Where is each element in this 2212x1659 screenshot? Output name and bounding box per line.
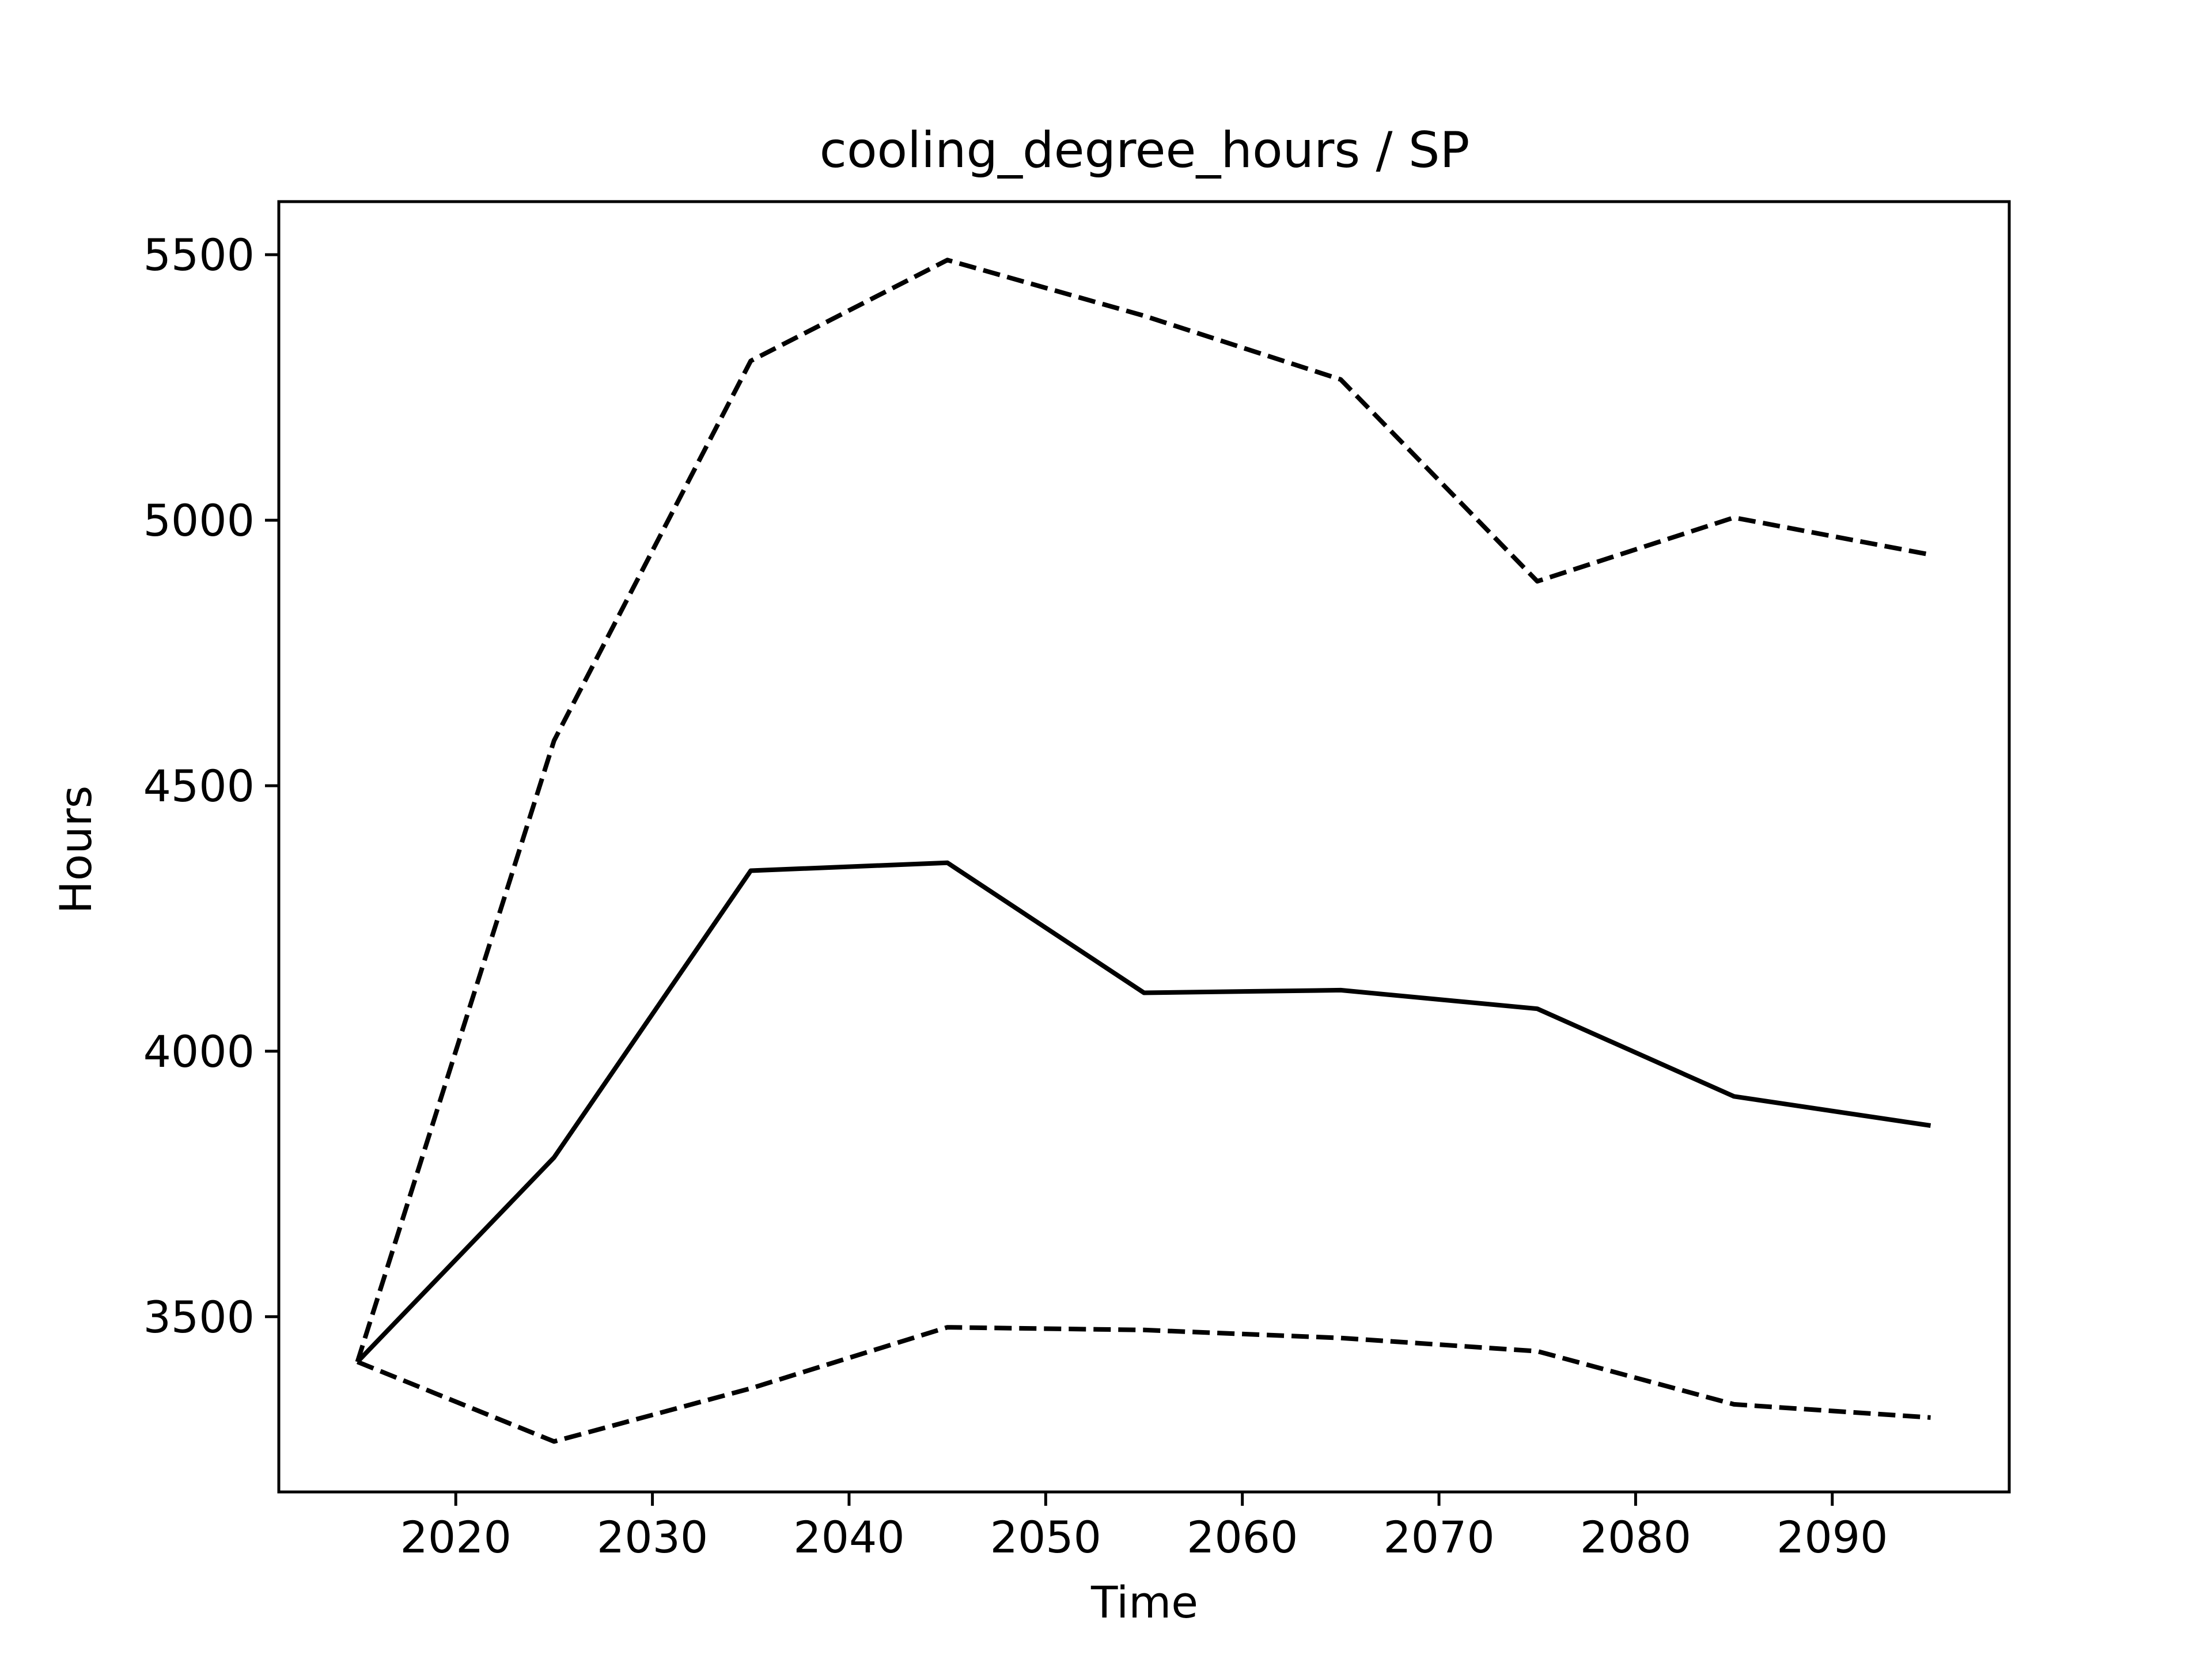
y-tick-label: 5500: [143, 229, 255, 281]
y-tick-label: 4500: [143, 760, 255, 812]
y-axis-label: Hours: [50, 786, 101, 914]
x-tick-label: 2080: [1580, 1512, 1691, 1563]
x-tick-label: 2070: [1383, 1512, 1494, 1563]
series-line-3: [356, 1325, 1931, 1444]
x-axis: 2020 2030 2040 2050 2060 2070 2080 2090: [400, 1492, 1888, 1563]
x-tick-label: 2050: [990, 1512, 1101, 1563]
x-tick-label: 2020: [400, 1512, 512, 1563]
x-tick-label: 2090: [1777, 1512, 1888, 1563]
y-axis: 3500 4000 4500 5000 5500: [143, 229, 279, 1343]
y-tick-label: 3500: [143, 1291, 255, 1343]
plot-area: [355, 257, 1931, 1444]
y-tick-label: 5000: [143, 495, 255, 546]
x-tick-label: 2040: [793, 1512, 904, 1563]
x-tick-label: 2060: [1187, 1512, 1298, 1563]
x-tick-label: 2030: [597, 1512, 708, 1563]
x-axis-label: Time: [1090, 1577, 1198, 1628]
chart-title: cooling_degree_hours / SP: [820, 122, 1470, 179]
series-line-1: [355, 257, 1931, 1363]
y-tick-label: 4000: [143, 1026, 255, 1077]
series-line-2: [355, 860, 1931, 1363]
plot-frame: [277, 200, 2011, 1494]
